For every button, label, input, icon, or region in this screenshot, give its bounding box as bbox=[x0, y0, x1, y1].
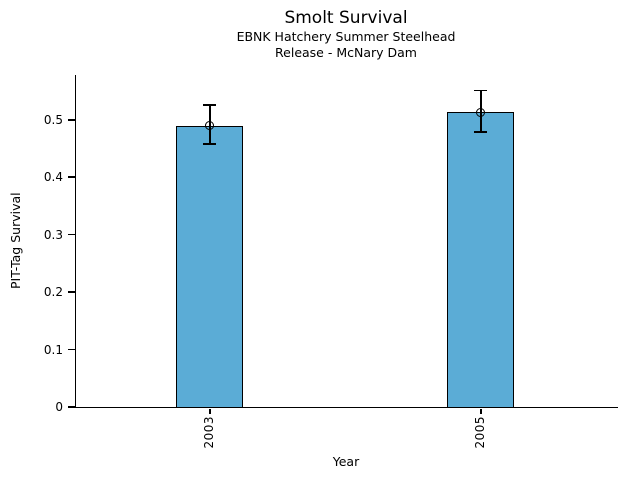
y-tick-mark bbox=[67, 176, 75, 178]
x-tick-mark bbox=[209, 408, 211, 414]
y-tick-label: 0.3 bbox=[43, 227, 63, 242]
error-bar-cap-bottom bbox=[474, 130, 488, 133]
point-marker-circle bbox=[476, 107, 486, 117]
y-axis-label: PIT-Tag Survival bbox=[8, 192, 23, 290]
y-tick-mark bbox=[67, 233, 75, 236]
error-bar-cap-top bbox=[203, 103, 217, 106]
chart-subtitle-line1: EBNK Hatchery Summer Steelhead bbox=[236, 29, 456, 44]
y-tick-label: 0 bbox=[55, 400, 63, 414]
x-axis-label: Year bbox=[332, 454, 360, 469]
y-tick-mark bbox=[67, 406, 75, 408]
x-tick-label: 2005 bbox=[472, 416, 487, 449]
y-tick-mark bbox=[67, 291, 75, 293]
bar bbox=[176, 125, 244, 407]
y-tick-mark bbox=[67, 348, 75, 351]
bar bbox=[447, 112, 515, 407]
x-tick-label: 2003 bbox=[201, 416, 216, 449]
point-marker-circle bbox=[205, 121, 215, 131]
y-tick-label: 0.5 bbox=[43, 112, 63, 127]
chart-subtitle-line2: Release - McNary Dam bbox=[275, 44, 417, 60]
y-tick-mark bbox=[67, 119, 75, 121]
chart-header: Smolt Survival EBNK Hatchery Summer Stee… bbox=[75, 8, 617, 60]
y-tick-label: 0.1 bbox=[43, 342, 63, 357]
y-tick-label: 0.4 bbox=[43, 170, 63, 185]
error-bar-cap-top bbox=[474, 89, 488, 92]
error-bar-cap-bottom bbox=[203, 143, 217, 145]
plot-area: 0 0.1 0.2 0.3 0.4 0.5 2003 2005 bbox=[44, 75, 618, 449]
chart-title: Smolt Survival bbox=[284, 8, 408, 28]
y-tick-label: 0.2 bbox=[43, 285, 63, 300]
x-tick-mark bbox=[480, 408, 482, 414]
